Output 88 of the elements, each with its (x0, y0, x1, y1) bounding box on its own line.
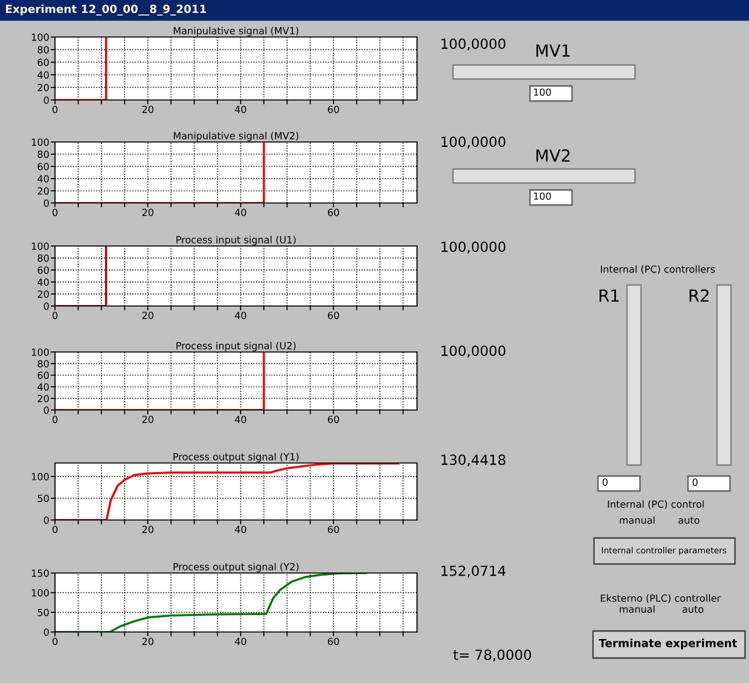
text: R1 (600, 289, 619, 302)
y-tick-label: 50 (38, 608, 49, 616)
chart-title: Process input signal (U2) (176, 342, 296, 352)
chart-title: Manipulative signal (MV1) (174, 26, 298, 36)
x-tick-label: 0 (52, 106, 58, 114)
y-tick-label: 0 (44, 199, 49, 207)
text: Terminate experiment (598, 638, 737, 650)
x-tick-label: 60 (328, 312, 339, 320)
y-tick-label: 80 (38, 360, 49, 368)
text: R2 (690, 289, 709, 302)
y-tick-label: 80 (38, 254, 49, 262)
chart-title: Process output signal (Y1) (174, 452, 299, 462)
y-tick-label: 0 (44, 96, 49, 104)
x-tick-label: 20 (142, 106, 154, 114)
text: auto (678, 516, 700, 524)
text: manual (620, 516, 654, 524)
x-tick-label: 60 (328, 416, 339, 424)
y-tick-label: 80 (38, 150, 49, 158)
x-tick-label: 20 (142, 638, 154, 646)
x-tick-label: 40 (234, 312, 246, 320)
y-tick-label: 60 (38, 266, 49, 274)
chart-title: Manipulative signal (MV2) (174, 132, 298, 142)
text: MV1 (536, 44, 570, 57)
y-tick-label: 60 (38, 58, 49, 66)
text: manual (620, 605, 654, 613)
x-tick-label: 0 (52, 526, 58, 534)
text: t= 78,0000 (453, 650, 532, 662)
y-tick-label: 20 (38, 394, 49, 402)
x-tick-label: 20 (142, 526, 154, 534)
y-tick-label: 100 (32, 33, 49, 41)
text: Experiment 12_00_00__8_9_2011 (6, 4, 206, 16)
x-tick-label: 60 (328, 526, 339, 534)
text: 100 (534, 192, 551, 200)
x-tick-label: 0 (52, 312, 58, 320)
text: 100,0000 (442, 346, 506, 358)
y-tick-label: 40 (38, 71, 49, 79)
y-tick-label: 60 (38, 162, 49, 170)
text: Internal controller parameters (602, 546, 726, 556)
text: MV2 (536, 149, 570, 162)
x-tick-label: 0 (52, 416, 58, 424)
y-tick-label: 150 (32, 569, 49, 577)
x-tick-label: 40 (234, 638, 246, 646)
y-tick-label: 40 (38, 175, 49, 182)
text: 152,0714 (442, 566, 506, 578)
y-tick-label: 50 (38, 494, 49, 502)
x-tick-label: 40 (234, 416, 246, 424)
x-tick-label: 60 (328, 638, 339, 646)
y-tick-label: 40 (38, 278, 49, 286)
y-tick-label: 100 (32, 242, 49, 250)
y-tick-label: 60 (38, 372, 49, 380)
text: 130,4418 (442, 454, 506, 466)
x-tick-label: 40 (234, 208, 246, 216)
y-tick-label: 20 (38, 187, 49, 195)
y-tick-label: 100 (32, 138, 49, 146)
text: 100,0000 (442, 38, 506, 50)
y-tick-label: 20 (38, 290, 49, 298)
line-series (55, 463, 400, 520)
x-tick-label: 20 (142, 416, 154, 424)
y-tick-label: 0 (44, 516, 49, 524)
chart-title: Process output signal (Y2) (174, 562, 299, 572)
text: Eksterno (PLC) controller (600, 594, 721, 603)
text: 100 (534, 88, 551, 96)
line-series (55, 573, 367, 632)
x-tick-label: 60 (328, 106, 339, 114)
x-tick-label: 0 (52, 638, 58, 646)
text: auto (682, 606, 704, 613)
x-tick-label: 40 (234, 106, 246, 114)
chart-title: Process input signal (U1) (176, 236, 296, 246)
text: Internal (PC) control (608, 500, 704, 509)
y-tick-label: 100 (32, 348, 49, 356)
y-tick-label: 40 (38, 383, 49, 391)
y-tick-label: 0 (44, 628, 49, 636)
x-tick-label: 40 (234, 526, 246, 534)
text: 100,0000 (442, 136, 506, 148)
text: 0 (602, 478, 608, 486)
x-tick-label: 20 (142, 208, 154, 216)
text: 100,0000 (442, 242, 506, 254)
text: 0 (692, 478, 698, 486)
y-tick-label: 100 (32, 589, 49, 596)
x-tick-label: 0 (52, 208, 58, 216)
y-tick-label: 0 (44, 302, 49, 310)
x-tick-label: 60 (328, 208, 339, 216)
x-tick-label: 20 (142, 312, 154, 320)
y-tick-label: 100 (32, 472, 49, 480)
text: Internal (PC) controllers (600, 265, 715, 274)
y-tick-label: 20 (38, 84, 49, 92)
y-tick-label: 80 (38, 46, 49, 54)
y-tick-label: 0 (44, 406, 49, 414)
